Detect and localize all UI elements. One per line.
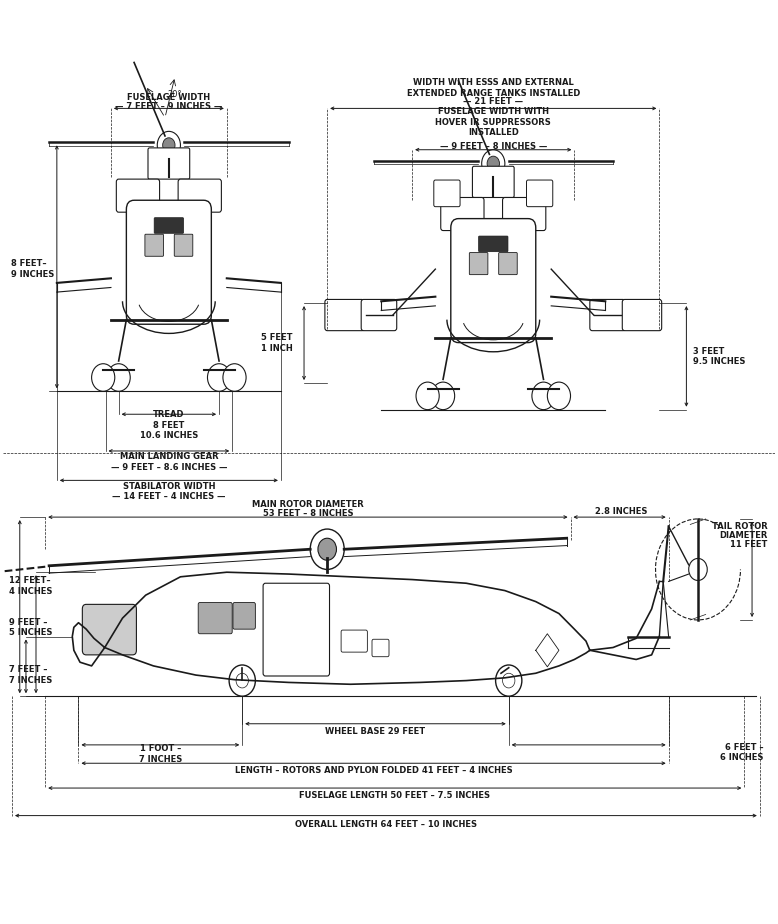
FancyBboxPatch shape bbox=[441, 198, 484, 231]
Circle shape bbox=[496, 665, 522, 696]
Circle shape bbox=[223, 364, 246, 391]
Text: 12 FEET–
4 INCHES: 12 FEET– 4 INCHES bbox=[9, 577, 52, 596]
FancyBboxPatch shape bbox=[82, 604, 136, 655]
Text: 53 FEET – 8 INCHES: 53 FEET – 8 INCHES bbox=[263, 509, 353, 518]
FancyBboxPatch shape bbox=[434, 180, 460, 207]
Text: WHEEL BASE 29 FEET: WHEEL BASE 29 FEET bbox=[325, 726, 426, 736]
Text: WIDTH WITH ESSS AND EXTERNAL
EXTENDED RANGE TANKS INSTALLED: WIDTH WITH ESSS AND EXTERNAL EXTENDED RA… bbox=[407, 79, 580, 98]
Circle shape bbox=[92, 364, 115, 391]
Text: MAIN ROTOR DIAMETER: MAIN ROTOR DIAMETER bbox=[252, 500, 364, 509]
FancyBboxPatch shape bbox=[372, 639, 389, 657]
Circle shape bbox=[157, 131, 180, 159]
Text: — 9 FEET – 8 INCHES —: — 9 FEET – 8 INCHES — bbox=[440, 142, 547, 152]
Circle shape bbox=[416, 383, 440, 409]
Text: TAIL ROTOR: TAIL ROTOR bbox=[712, 522, 768, 530]
Circle shape bbox=[689, 558, 707, 580]
Circle shape bbox=[208, 364, 230, 391]
Circle shape bbox=[548, 383, 570, 409]
Text: DIAMETER: DIAMETER bbox=[719, 531, 768, 540]
FancyBboxPatch shape bbox=[361, 299, 397, 331]
Text: 20°: 20° bbox=[168, 91, 182, 99]
FancyBboxPatch shape bbox=[503, 198, 546, 231]
FancyBboxPatch shape bbox=[472, 166, 514, 198]
Text: — 21 FEET —: — 21 FEET — bbox=[463, 96, 524, 105]
FancyBboxPatch shape bbox=[145, 234, 163, 256]
FancyBboxPatch shape bbox=[499, 252, 517, 274]
FancyBboxPatch shape bbox=[233, 602, 255, 629]
Text: 1 FOOT –
7 INCHES: 1 FOOT – 7 INCHES bbox=[138, 745, 182, 764]
FancyBboxPatch shape bbox=[590, 299, 626, 331]
Text: 7 FEET –
7 INCHES: 7 FEET – 7 INCHES bbox=[9, 665, 52, 685]
Text: FUSELAGE WIDTH WITH
HOVER IR SUPPRESSORS
INSTALLED: FUSELAGE WIDTH WITH HOVER IR SUPPRESSORS… bbox=[436, 107, 551, 137]
Text: 9 FEET –
5 INCHES: 9 FEET – 5 INCHES bbox=[9, 617, 52, 637]
Text: TREAD
8 FEET
10.6 INCHES: TREAD 8 FEET 10.6 INCHES bbox=[140, 410, 198, 440]
Text: OVERALL LENGTH 64 FEET – 10 INCHES: OVERALL LENGTH 64 FEET – 10 INCHES bbox=[295, 821, 477, 829]
FancyBboxPatch shape bbox=[117, 179, 159, 213]
FancyBboxPatch shape bbox=[154, 218, 184, 233]
Text: MAIN LANDING GEAR
— 9 FEET – 8.6 INCHES —: MAIN LANDING GEAR — 9 FEET – 8.6 INCHES … bbox=[110, 453, 227, 471]
Circle shape bbox=[318, 539, 336, 560]
Circle shape bbox=[229, 665, 255, 696]
Circle shape bbox=[487, 156, 499, 171]
Circle shape bbox=[532, 383, 555, 409]
Text: 5 FEET
1 INCH: 5 FEET 1 INCH bbox=[261, 334, 293, 353]
FancyBboxPatch shape bbox=[478, 236, 508, 251]
Text: 2.8 INCHES: 2.8 INCHES bbox=[594, 507, 647, 517]
FancyBboxPatch shape bbox=[450, 219, 536, 343]
Text: FUSELAGE LENGTH 50 FEET – 7.5 INCHES: FUSELAGE LENGTH 50 FEET – 7.5 INCHES bbox=[300, 791, 490, 800]
Circle shape bbox=[482, 150, 505, 177]
FancyBboxPatch shape bbox=[148, 148, 190, 179]
Text: LENGTH – ROTORS AND PYLON FOLDED 41 FEET – 4 INCHES: LENGTH – ROTORS AND PYLON FOLDED 41 FEET… bbox=[235, 766, 513, 775]
Text: 6 FEET –
6 INCHES: 6 FEET – 6 INCHES bbox=[720, 743, 764, 762]
FancyBboxPatch shape bbox=[622, 299, 661, 331]
Text: STABILATOR WIDTH
— 14 FEET – 4 INCHES —: STABILATOR WIDTH — 14 FEET – 4 INCHES — bbox=[112, 481, 226, 501]
Text: 8 FEET–
9 INCHES: 8 FEET– 9 INCHES bbox=[10, 260, 54, 279]
Circle shape bbox=[432, 383, 454, 409]
FancyBboxPatch shape bbox=[527, 180, 552, 207]
FancyBboxPatch shape bbox=[469, 252, 488, 274]
FancyBboxPatch shape bbox=[198, 602, 232, 634]
Text: FUSELAGE WIDTH: FUSELAGE WIDTH bbox=[128, 93, 210, 102]
FancyBboxPatch shape bbox=[263, 583, 330, 676]
FancyBboxPatch shape bbox=[126, 201, 212, 324]
Text: — 7 FEET – 9 INCHES —: — 7 FEET – 9 INCHES — bbox=[115, 102, 223, 111]
Text: 3 FEET
9.5 INCHES: 3 FEET 9.5 INCHES bbox=[692, 346, 745, 366]
FancyBboxPatch shape bbox=[325, 299, 364, 331]
FancyBboxPatch shape bbox=[178, 179, 222, 213]
Circle shape bbox=[163, 138, 175, 152]
Text: 11 FEET: 11 FEET bbox=[730, 541, 768, 549]
Circle shape bbox=[310, 529, 344, 569]
Circle shape bbox=[107, 364, 130, 391]
FancyBboxPatch shape bbox=[341, 630, 367, 652]
FancyBboxPatch shape bbox=[174, 234, 193, 256]
